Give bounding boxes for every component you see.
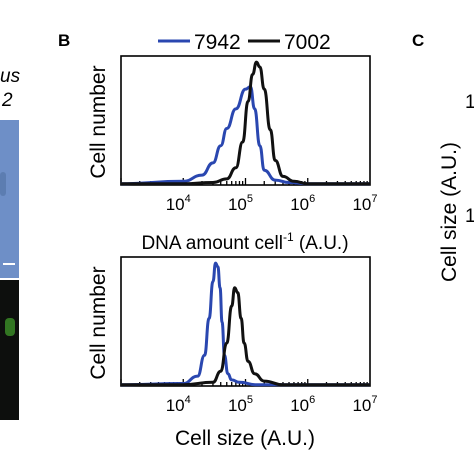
chart-size-xlabel: Cell size (A.U.)	[175, 427, 315, 450]
chart-dna-xlabel-suffix: (A.U.)	[294, 233, 349, 254]
x-tick-label-1-0: 104	[166, 394, 191, 415]
micrograph-cell-shape	[0, 172, 6, 196]
x-tick-exp-0-0: 4	[185, 193, 191, 205]
x-tick-label-0-3: 107	[352, 193, 377, 214]
x-tick-exp-1-3: 7	[371, 394, 377, 406]
legend: 7942 7002	[158, 31, 331, 54]
x-tick-base-1-2: 10	[290, 396, 309, 415]
x-tick-base-0-3: 10	[352, 195, 371, 214]
x-tick-base-1-0: 10	[166, 396, 185, 415]
chart-dna-amount: Cell number 104 105 106 107 DNA amount cell…	[87, 55, 378, 254]
panel-b-label: B	[58, 31, 70, 50]
chart-size-ylabel: Cell number	[87, 266, 110, 379]
legend-label-7942: 7942	[194, 31, 241, 54]
chart-dna-xlabel-main: DNA amount cell	[141, 233, 283, 254]
x-tick-label-0-1: 105	[228, 193, 253, 214]
series-line-0-7002	[121, 60, 370, 186]
micrograph-fluorescence	[0, 280, 19, 420]
x-tick-label-1-3: 107	[352, 394, 377, 415]
micrograph-green-signal	[5, 318, 15, 336]
x-tick-exp-1-0: 4	[185, 394, 191, 406]
x-tick-exp-0-2: 6	[309, 193, 315, 205]
panel-c-tick-1: 1	[465, 92, 474, 113]
x-tick-label-0-0: 104	[166, 193, 191, 214]
series-line-1-7002	[121, 286, 370, 387]
panel-c: C Cell size (A.U.) 1 1	[412, 31, 474, 282]
x-tick-exp-0-1: 5	[247, 193, 253, 205]
chart-dna-xlabel-sup: -1	[283, 230, 294, 244]
scale-bar	[3, 263, 15, 265]
x-tick-label-1-1: 105	[228, 394, 253, 415]
chart-cell-size: Cell number 104 105 106 107 Cell size (A.U.…	[87, 256, 378, 450]
legend-label-7002: 7002	[284, 31, 331, 54]
chart-size-frame	[120, 256, 371, 387]
x-tick-exp-1-1: 5	[247, 394, 253, 406]
x-tick-label-0-2: 106	[290, 193, 315, 214]
x-tick-base-1-1: 10	[228, 396, 247, 415]
x-tick-label-1-2: 106	[290, 394, 315, 415]
chart-dna-ylabel: Cell number	[87, 65, 110, 178]
x-tick-base-0-0: 10	[166, 195, 185, 214]
x-tick-exp-0-3: 7	[371, 193, 377, 205]
panel-c-label: C	[412, 31, 424, 50]
panel-c-tick-2: 1	[465, 206, 474, 227]
chart-dna-series	[120, 60, 370, 186]
x-tick-base-0-2: 10	[290, 195, 309, 214]
series-line-1-7942	[120, 261, 370, 387]
chart-dna-xlabel: DNA amount cell-1 (A.U.)	[141, 230, 348, 254]
chart-size-series	[120, 261, 370, 387]
series-line-0-7942	[120, 85, 370, 186]
panel-a-label-fragment-2: 2	[1, 90, 13, 111]
x-tick-base-0-1: 10	[228, 195, 247, 214]
x-tick-base-1-3: 10	[352, 396, 371, 415]
x-tick-exp-1-2: 6	[309, 394, 315, 406]
panel-a: us 2	[0, 66, 21, 420]
panel-a-label-fragment-1: us	[0, 66, 21, 87]
panel-c-axis-label: Cell size (A.U.)	[438, 142, 461, 282]
micrograph-brightfield	[0, 120, 19, 278]
